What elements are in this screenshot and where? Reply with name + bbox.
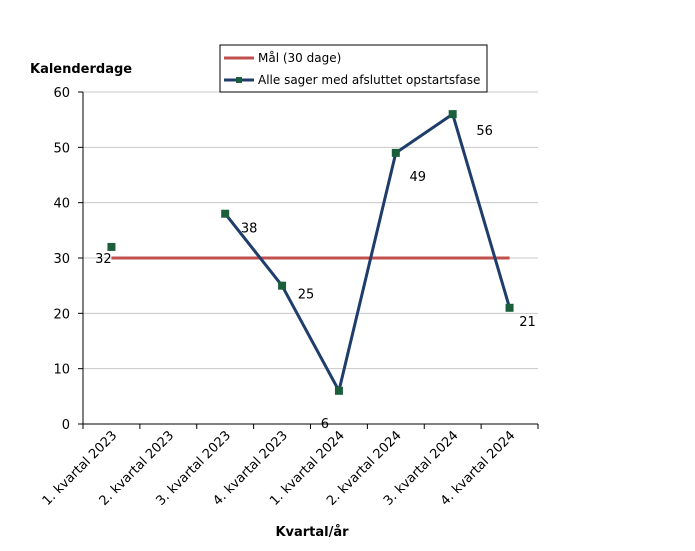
data-point-marker xyxy=(505,303,514,312)
legend-marker-cases xyxy=(236,77,242,83)
y-tick-label: 20 xyxy=(53,307,70,322)
series-line-cases xyxy=(224,112,512,393)
data-point-marker xyxy=(334,386,343,395)
y-tick-label: 50 xyxy=(53,141,70,156)
data-point-marker xyxy=(391,148,400,157)
gridlines xyxy=(83,91,538,370)
data-label: 6 xyxy=(321,417,329,432)
legend: Mål (30 dage) Alle sager med afsluttet o… xyxy=(219,44,488,93)
data-label: 32 xyxy=(95,252,112,267)
legend-label-goal: Mål (30 dage) xyxy=(258,51,341,65)
data-label: 56 xyxy=(476,124,493,139)
y-axis-title: Kalenderdage xyxy=(30,62,132,77)
legend-label-cases: Alle sager med afsluttet opstartsfase xyxy=(258,73,480,87)
data-label: 25 xyxy=(298,288,315,303)
data-point-marker xyxy=(448,110,457,119)
data-point-marker xyxy=(221,209,230,218)
data-point-marker xyxy=(278,281,287,290)
data-label: 21 xyxy=(519,315,536,330)
y-tick-label: 30 xyxy=(53,252,70,267)
y-tick-label: 10 xyxy=(53,363,70,378)
data-point-marker xyxy=(107,242,116,251)
series-layer xyxy=(107,110,514,395)
y-axis-ticks: 0 10 20 30 40 50 60 xyxy=(53,86,83,433)
data-label: 38 xyxy=(241,222,258,237)
y-tick-label: 0 xyxy=(62,418,70,433)
legend-box xyxy=(219,44,488,93)
data-labels: 32 38 25 6 49 56 21 xyxy=(95,124,536,432)
y-tick-label: 40 xyxy=(53,197,70,212)
y-tick-label: 60 xyxy=(53,86,70,101)
x-axis-title: Kvartal/år xyxy=(275,525,349,540)
data-label: 49 xyxy=(410,170,427,185)
